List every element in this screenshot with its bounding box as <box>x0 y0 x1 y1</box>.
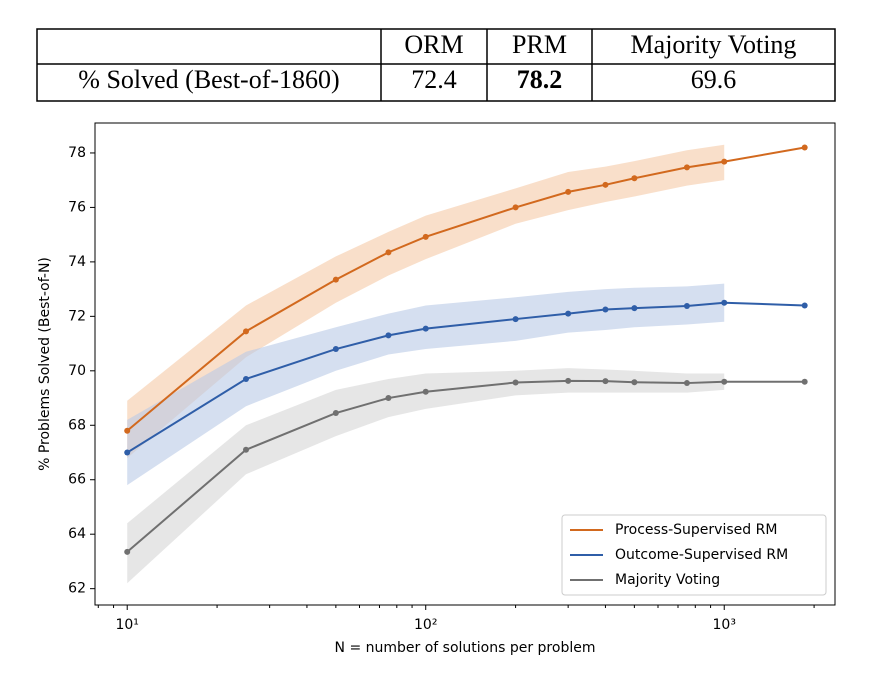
data-point <box>602 378 609 385</box>
data-point <box>565 377 572 384</box>
data-point <box>422 325 429 332</box>
table-border <box>36 28 836 102</box>
data-point <box>385 332 392 339</box>
y-tick-label: 68 <box>68 417 86 433</box>
table <box>36 28 836 102</box>
y-tick-label: 70 <box>68 363 86 379</box>
data-point <box>332 410 339 417</box>
legend-label: Process-Supervised RM <box>615 522 777 538</box>
y-tick-label: 66 <box>68 472 86 488</box>
data-point <box>801 378 808 385</box>
data-point <box>422 233 429 240</box>
data-point <box>422 388 429 395</box>
plot-frame <box>94 122 836 606</box>
y-tick-label: 72 <box>68 308 86 324</box>
data-point <box>512 316 519 323</box>
data-point <box>683 164 690 171</box>
x-tick-label: 10³ <box>713 617 736 633</box>
legend-label: Majority Voting <box>615 572 720 588</box>
data-point <box>683 380 690 387</box>
data-point <box>124 548 131 555</box>
y-tick-label: 78 <box>68 145 86 161</box>
data-point <box>512 204 519 211</box>
data-point <box>243 328 250 335</box>
data-point <box>631 379 638 386</box>
data-point <box>124 449 131 456</box>
data-point <box>385 249 392 256</box>
x-tick-label: 10² <box>414 617 437 633</box>
y-tick-label: 62 <box>68 581 86 597</box>
x-tick-label: 10¹ <box>115 617 138 633</box>
x-axis-label: N = number of solutions per problem <box>335 640 596 656</box>
confidence-band <box>127 368 725 584</box>
confidence-band <box>127 144 725 458</box>
series-line <box>126 301 805 454</box>
data-point <box>332 276 339 283</box>
data-point <box>243 446 250 453</box>
data-point <box>602 181 609 188</box>
y-axis-label: % Problems Solved (Best-of-N) <box>37 257 53 471</box>
cell: 69.6 <box>691 65 737 94</box>
data-point <box>385 395 392 402</box>
row-label: % Solved (Best-of-1860) <box>78 65 339 94</box>
y-tick-label: 64 <box>68 526 86 542</box>
data-point <box>512 379 519 386</box>
confidence-band <box>127 283 725 486</box>
data-point <box>631 175 638 182</box>
data-point <box>243 375 250 382</box>
column-header: PRM <box>512 30 567 59</box>
series-line <box>126 379 805 553</box>
cell: 78.2 <box>517 65 563 94</box>
data-point <box>565 188 572 195</box>
data-point <box>683 302 690 309</box>
data-point <box>721 158 728 165</box>
y-tick-label: 74 <box>68 254 86 270</box>
data-point <box>801 302 808 309</box>
data-point <box>602 306 609 313</box>
data-point <box>332 346 339 353</box>
data-point <box>721 299 728 306</box>
cell: 72.4 <box>411 65 457 94</box>
series-line <box>126 146 805 432</box>
data-point <box>631 305 638 312</box>
column-header: Majority Voting <box>631 30 797 59</box>
data-point <box>801 144 808 151</box>
data-point <box>124 427 131 434</box>
data-point <box>721 378 728 385</box>
data-point <box>565 310 572 317</box>
legend-label: Outcome-Supervised RM <box>615 547 788 563</box>
legend-box <box>561 514 827 596</box>
column-header: ORM <box>404 30 463 59</box>
y-tick-label: 76 <box>68 199 86 215</box>
